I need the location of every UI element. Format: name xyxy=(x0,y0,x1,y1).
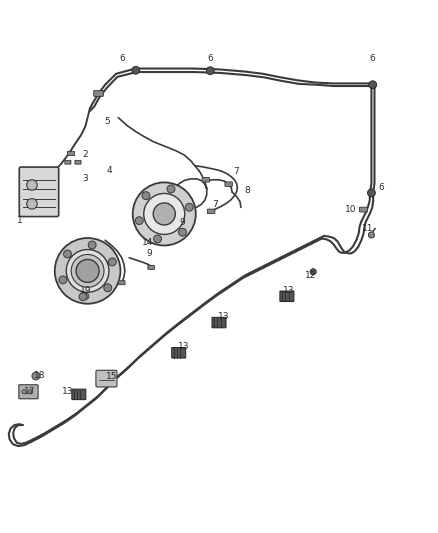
Text: 2: 2 xyxy=(83,150,88,159)
Circle shape xyxy=(76,260,99,282)
FancyBboxPatch shape xyxy=(19,385,38,399)
Text: 3: 3 xyxy=(82,174,88,183)
Circle shape xyxy=(144,193,185,235)
Circle shape xyxy=(369,81,377,88)
Circle shape xyxy=(27,180,37,190)
FancyBboxPatch shape xyxy=(94,91,103,96)
FancyBboxPatch shape xyxy=(212,317,226,328)
Text: 4: 4 xyxy=(107,166,112,175)
FancyBboxPatch shape xyxy=(96,370,117,387)
Circle shape xyxy=(185,203,193,211)
Text: 5: 5 xyxy=(104,117,110,126)
Text: 13: 13 xyxy=(283,286,295,295)
Circle shape xyxy=(310,269,316,275)
Circle shape xyxy=(153,203,175,225)
FancyBboxPatch shape xyxy=(118,281,125,285)
Circle shape xyxy=(104,284,112,292)
Circle shape xyxy=(167,185,175,193)
Text: 12: 12 xyxy=(305,271,317,280)
FancyBboxPatch shape xyxy=(72,389,86,400)
Circle shape xyxy=(28,390,33,394)
Circle shape xyxy=(71,254,104,287)
Circle shape xyxy=(66,249,109,292)
Text: 11: 11 xyxy=(362,224,374,233)
Text: 6: 6 xyxy=(207,54,213,63)
Circle shape xyxy=(22,390,26,394)
Circle shape xyxy=(206,67,214,75)
Text: 7: 7 xyxy=(233,166,240,175)
Circle shape xyxy=(32,372,40,380)
Text: 14: 14 xyxy=(142,238,154,247)
Text: 6: 6 xyxy=(378,183,384,192)
Text: 6: 6 xyxy=(120,54,126,63)
Text: 13: 13 xyxy=(178,342,190,351)
Circle shape xyxy=(132,66,140,74)
Circle shape xyxy=(154,235,162,243)
Text: 18: 18 xyxy=(34,372,45,381)
FancyBboxPatch shape xyxy=(172,348,186,358)
Text: 15: 15 xyxy=(106,373,117,382)
Text: 9: 9 xyxy=(179,218,185,227)
FancyBboxPatch shape xyxy=(280,291,294,302)
Circle shape xyxy=(88,241,96,249)
Text: 1: 1 xyxy=(17,216,23,225)
Circle shape xyxy=(79,293,87,301)
Circle shape xyxy=(55,238,120,304)
Circle shape xyxy=(179,228,187,236)
Text: 19: 19 xyxy=(80,286,91,295)
Circle shape xyxy=(64,250,71,258)
Text: 9: 9 xyxy=(146,249,152,258)
Circle shape xyxy=(367,189,375,197)
Text: 13: 13 xyxy=(218,312,229,321)
Circle shape xyxy=(108,258,116,266)
Text: 8: 8 xyxy=(244,186,251,195)
FancyBboxPatch shape xyxy=(360,207,367,212)
FancyBboxPatch shape xyxy=(75,160,81,164)
FancyBboxPatch shape xyxy=(208,209,215,214)
Circle shape xyxy=(142,192,150,199)
Text: 13: 13 xyxy=(62,387,74,396)
Circle shape xyxy=(27,199,37,209)
FancyBboxPatch shape xyxy=(67,151,74,156)
Circle shape xyxy=(368,232,374,238)
FancyBboxPatch shape xyxy=(225,182,233,187)
Text: 10: 10 xyxy=(345,205,356,214)
Circle shape xyxy=(135,217,143,224)
Text: 7: 7 xyxy=(212,200,218,209)
FancyBboxPatch shape xyxy=(202,177,209,182)
Circle shape xyxy=(83,293,89,300)
Circle shape xyxy=(133,182,196,246)
FancyBboxPatch shape xyxy=(19,167,59,216)
Text: 17: 17 xyxy=(24,387,35,396)
FancyBboxPatch shape xyxy=(148,265,154,269)
FancyBboxPatch shape xyxy=(65,160,71,164)
Text: 6: 6 xyxy=(369,54,375,63)
Circle shape xyxy=(59,276,67,284)
